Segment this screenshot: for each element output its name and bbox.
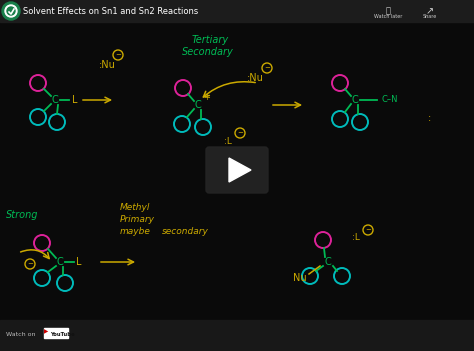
Bar xyxy=(0,320,474,351)
Text: C–N: C–N xyxy=(382,95,399,105)
Text: Watch later: Watch later xyxy=(374,14,402,19)
Text: Tertiary: Tertiary xyxy=(191,35,228,45)
Text: C: C xyxy=(195,100,201,110)
Text: :: : xyxy=(428,113,432,123)
Text: secondary: secondary xyxy=(162,227,209,237)
Text: Watch on: Watch on xyxy=(6,332,36,338)
Text: +: + xyxy=(203,93,210,101)
Text: YouTube: YouTube xyxy=(50,331,75,337)
Text: Solvent Effects on Sn1 and Sn2 Reactions: Solvent Effects on Sn1 and Sn2 Reactions xyxy=(23,7,198,15)
FancyBboxPatch shape xyxy=(206,147,268,193)
Text: :Nu: :Nu xyxy=(99,60,116,70)
Bar xyxy=(44,328,68,338)
Text: −: − xyxy=(115,52,121,58)
Text: L: L xyxy=(72,95,78,105)
Text: ↗: ↗ xyxy=(426,6,434,16)
Bar xyxy=(0,0,474,22)
Text: C: C xyxy=(52,95,58,105)
Text: −: − xyxy=(264,65,270,71)
Text: Primary: Primary xyxy=(120,216,155,225)
Text: L: L xyxy=(76,257,82,267)
Text: Nu: Nu xyxy=(293,273,307,283)
Text: :Nu: :Nu xyxy=(246,73,264,83)
Text: Methyl: Methyl xyxy=(120,204,150,212)
Circle shape xyxy=(2,2,20,20)
Text: −: − xyxy=(237,130,243,136)
Text: Strong: Strong xyxy=(6,210,38,220)
Circle shape xyxy=(5,5,17,17)
Text: −: − xyxy=(27,261,33,267)
Text: C: C xyxy=(325,257,331,267)
Text: ▶: ▶ xyxy=(44,329,48,334)
Text: maybe: maybe xyxy=(120,227,151,237)
Text: C: C xyxy=(56,257,64,267)
Text: Share: Share xyxy=(423,14,437,19)
Text: Secondary: Secondary xyxy=(182,47,234,57)
Text: −: − xyxy=(365,227,371,233)
Text: ⏰: ⏰ xyxy=(385,6,391,15)
Polygon shape xyxy=(229,158,251,182)
Text: :L: :L xyxy=(224,138,232,146)
Text: C: C xyxy=(352,95,358,105)
Circle shape xyxy=(7,7,15,15)
Text: :L: :L xyxy=(352,233,360,243)
